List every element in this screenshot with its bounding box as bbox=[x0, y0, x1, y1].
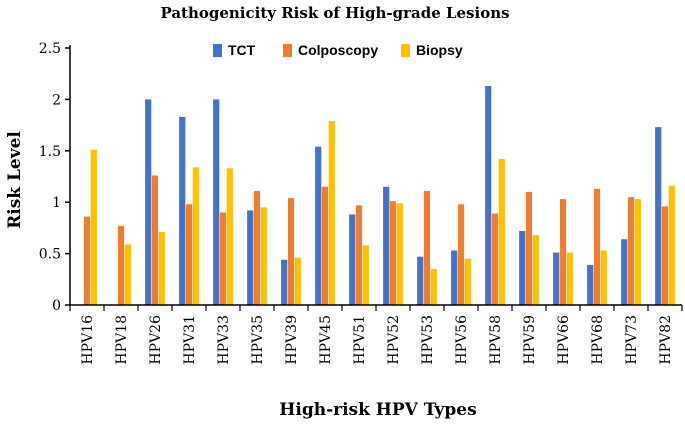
bar-colposcopy bbox=[355, 205, 363, 305]
x-tick-label: HPV53 bbox=[420, 315, 436, 365]
x-axis: HPV16 HPV18 HPV26 HPV31 HPV33 HPV35 HPV39 HPV45… bbox=[69, 304, 683, 365]
bar-biopsy bbox=[294, 257, 301, 305]
x-tick-label: HPV66 bbox=[556, 315, 572, 365]
bar-biopsy bbox=[600, 250, 607, 305]
bar-tct bbox=[247, 210, 254, 305]
bar-colposcopy bbox=[389, 201, 397, 305]
bar-biopsy bbox=[498, 159, 505, 305]
bar-colposcopy bbox=[593, 188, 601, 305]
bar-colposcopy bbox=[185, 204, 193, 305]
y-tick-label: 1 bbox=[52, 195, 61, 211]
y-tick-label: 2 bbox=[52, 92, 61, 108]
legend-label-colposcopy: Colposcopy bbox=[298, 42, 378, 58]
bar-biopsy bbox=[464, 258, 471, 305]
x-tick-label: HPV73 bbox=[624, 315, 640, 365]
bars bbox=[83, 86, 675, 306]
bar-tct bbox=[655, 127, 662, 305]
y-tick-label: 0 bbox=[52, 298, 61, 314]
x-tick-label: HPV16 bbox=[80, 315, 96, 365]
bar-tct bbox=[553, 252, 560, 305]
bar-biopsy bbox=[90, 149, 97, 305]
bar-biopsy bbox=[226, 168, 233, 305]
bar-tct bbox=[417, 256, 424, 305]
bar-biopsy bbox=[192, 167, 199, 305]
bar-tct bbox=[383, 186, 390, 305]
bar-colposcopy bbox=[627, 197, 635, 305]
legend-label-biopsy: Biopsy bbox=[416, 42, 463, 58]
bar-biopsy bbox=[668, 185, 675, 305]
legend: TCT Colposcopy Biopsy bbox=[213, 42, 463, 58]
bar-tct bbox=[485, 86, 492, 305]
x-tick-label: HPV51 bbox=[352, 315, 368, 365]
bar-biopsy bbox=[532, 235, 539, 305]
bar-colposcopy bbox=[661, 206, 669, 305]
x-tick-label: HPV45 bbox=[318, 315, 334, 365]
chart-title: Pathogenicity Risk of High-grade Lesions bbox=[160, 4, 509, 22]
x-tick-label: HPV18 bbox=[114, 315, 130, 365]
bar-biopsy bbox=[260, 207, 267, 305]
x-tick-label: HPV35 bbox=[250, 315, 266, 365]
bar-biopsy bbox=[634, 199, 641, 305]
bar-colposcopy bbox=[219, 212, 227, 305]
x-tick-label: HPV31 bbox=[182, 315, 198, 365]
bar-tct bbox=[281, 259, 288, 305]
x-tick-label: HPV82 bbox=[658, 315, 674, 365]
legend-swatch-biopsy bbox=[401, 44, 410, 57]
x-axis-title: High-risk HPV Types bbox=[279, 400, 476, 420]
bar-colposcopy bbox=[559, 199, 567, 305]
bar-biopsy bbox=[396, 203, 403, 305]
bar-tct bbox=[519, 230, 526, 305]
bar-colposcopy bbox=[253, 190, 261, 305]
bar-biopsy bbox=[362, 245, 369, 305]
x-tick-label: HPV39 bbox=[284, 315, 300, 365]
bar-tct bbox=[315, 146, 322, 305]
bar-biopsy bbox=[124, 244, 131, 305]
y-tick-label: 0.5 bbox=[39, 247, 61, 263]
y-tick-label: 2.5 bbox=[39, 41, 61, 57]
legend-label-tct: TCT bbox=[228, 42, 256, 58]
x-tick-label: HPV68 bbox=[590, 315, 606, 365]
bar-colposcopy bbox=[321, 186, 329, 305]
bar-colposcopy bbox=[83, 216, 91, 305]
bar-tct bbox=[145, 99, 152, 306]
y-tick-label: 1.5 bbox=[39, 144, 61, 160]
bar-tct bbox=[621, 239, 628, 305]
bar-colposcopy bbox=[457, 204, 465, 305]
legend-swatch-tct bbox=[213, 44, 222, 57]
x-tick-label: HPV56 bbox=[454, 315, 470, 365]
bar-colposcopy bbox=[525, 191, 533, 305]
bar-colposcopy bbox=[287, 198, 295, 305]
bar-biopsy bbox=[328, 120, 335, 305]
y-axis-title: Risk Level bbox=[5, 131, 25, 229]
x-tick-label: HPV26 bbox=[148, 315, 164, 365]
bar-colposcopy bbox=[117, 225, 125, 305]
bar-biopsy bbox=[566, 252, 573, 305]
y-axis: 0 0.5 1 1.5 2 2.5 bbox=[39, 41, 71, 314]
bar-biopsy bbox=[158, 232, 165, 305]
bar-colposcopy bbox=[423, 190, 431, 305]
bar-tct bbox=[213, 99, 220, 306]
bar-tct bbox=[587, 264, 594, 305]
bar-colposcopy bbox=[491, 213, 499, 305]
bar-biopsy bbox=[430, 269, 437, 305]
x-tick-label: HPV52 bbox=[386, 315, 402, 365]
x-tick-label: HPV58 bbox=[488, 315, 504, 365]
bar-colposcopy bbox=[151, 175, 159, 305]
bar-tct bbox=[179, 116, 186, 305]
legend-swatch-colposcopy bbox=[283, 44, 292, 57]
bar-tct bbox=[451, 250, 458, 305]
bar-tct bbox=[349, 214, 356, 305]
x-tick-label: HPV59 bbox=[522, 315, 538, 365]
x-tick-label: HPV33 bbox=[216, 315, 232, 365]
